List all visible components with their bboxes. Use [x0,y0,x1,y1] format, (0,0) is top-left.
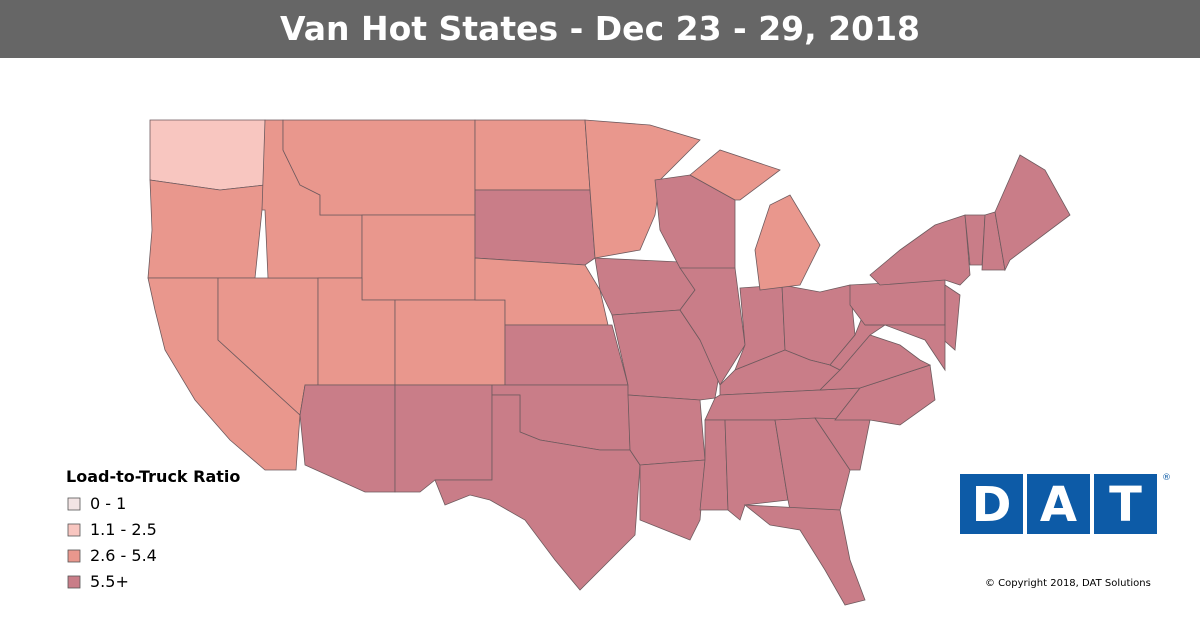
logo-letter: T [1109,477,1142,533]
state [584,119,701,259]
state [361,214,476,301]
state [699,419,729,511]
state [394,299,506,386]
states [147,119,1071,606]
state [627,394,706,466]
legend: 0 - 1 1.1 - 2.5 2.6 - 5.4 5.5+ [67,494,157,591]
logo: D A T ® [960,473,1171,534]
state [474,189,596,266]
state [147,179,266,279]
state [434,394,641,591]
legend-title: Load-to-Truck Ratio [66,467,240,486]
legend-label: 5.5+ [90,572,129,591]
legend-label: 0 - 1 [90,494,126,513]
legend-label: 1.1 - 2.5 [90,520,157,539]
copyright: © Copyright 2018, DAT Solutions [985,578,1151,589]
logo-box [1027,474,1090,534]
legend-swatch [67,523,81,537]
state [865,324,946,372]
state [299,384,396,493]
legend-swatch [67,575,81,589]
logo-letter: D [972,477,1012,533]
state [504,324,629,386]
logo-box [1094,474,1157,534]
state [639,459,706,541]
logo-mark: ® [1162,473,1171,483]
state [743,504,866,606]
state-part [689,149,781,201]
legend-label: 2.6 - 5.4 [90,546,157,565]
title: Van Hot States - Dec 23 - 29, 2018 [279,9,921,48]
state [869,214,971,286]
title-bar: Van Hot States - Dec 23 - 29, 2018 [0,0,1200,58]
state [679,267,746,386]
logo-box [960,474,1023,534]
legend-swatch [67,497,81,511]
state [994,154,1071,272]
state [149,119,266,191]
legend-swatch [67,549,81,563]
state-part [754,194,821,291]
state [394,384,493,493]
logo-letter: A [1040,477,1077,533]
state [474,119,591,191]
state [849,279,946,326]
